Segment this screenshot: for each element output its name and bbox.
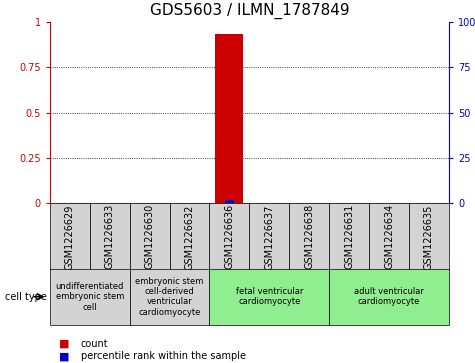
Text: GSM1226637: GSM1226637 [264,204,275,270]
Text: ■: ■ [59,339,70,349]
Text: GSM1226630: GSM1226630 [144,204,155,269]
Bar [216,34,243,203]
Bar [209,203,249,270]
Bar [50,203,90,270]
Text: percentile rank within the sample: percentile rank within the sample [81,351,246,362]
Text: GSM1226633: GSM1226633 [104,204,115,269]
Bar [130,269,209,325]
Bar [289,203,329,270]
Bar [50,269,130,325]
Text: fetal ventricular
cardiomyocyte: fetal ventricular cardiomyocyte [236,287,303,306]
Title: GDS5603 / ILMN_1787849: GDS5603 / ILMN_1787849 [150,3,349,19]
Bar [329,203,369,270]
Text: cell type: cell type [5,292,47,302]
Text: count: count [81,339,108,349]
Text: GSM1226634: GSM1226634 [384,204,394,269]
Text: GSM1226632: GSM1226632 [184,204,195,270]
Text: GSM1226638: GSM1226638 [304,204,314,269]
Text: embryonic stem
cell-derived
ventricular
cardiomyocyte: embryonic stem cell-derived ventricular … [135,277,204,317]
Bar [90,203,130,270]
Text: GSM1226631: GSM1226631 [344,204,354,269]
Bar [130,203,170,270]
Text: GSM1226636: GSM1226636 [224,204,235,269]
Bar [209,269,329,325]
Bar [329,269,449,325]
Text: GSM1226629: GSM1226629 [65,204,75,270]
Text: ■: ■ [59,351,70,362]
Bar [409,203,449,270]
Text: undifferentiated
embryonic stem
cell: undifferentiated embryonic stem cell [56,282,124,312]
Text: adult ventricular
cardiomyocyte: adult ventricular cardiomyocyte [354,287,424,306]
Bar [249,203,289,270]
Bar [225,200,234,203]
Bar [170,203,209,270]
Text: GSM1226635: GSM1226635 [424,204,434,270]
Bar [369,203,409,270]
